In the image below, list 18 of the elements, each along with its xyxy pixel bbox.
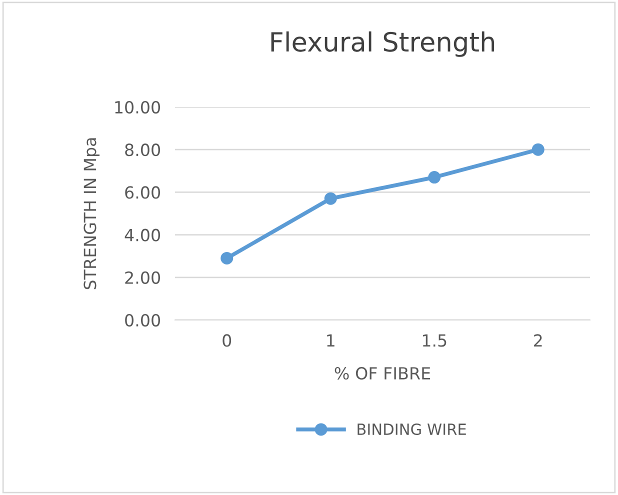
point	[324, 192, 337, 205]
y-tick-label: 8.00	[125, 144, 160, 156]
y-tick-label: 0.00	[125, 314, 160, 327]
x-tick-label: 0	[222, 334, 232, 347]
y-tick-label: 2.00	[125, 271, 160, 284]
x-tick-label: 2	[534, 334, 542, 347]
x-tick-label: 1.5	[422, 334, 446, 347]
point	[220, 252, 234, 264]
y-tick-label: 6.00	[125, 186, 160, 199]
point	[428, 171, 441, 184]
chart-title: Flexural Strength	[271, 31, 494, 57]
y-axis-title: STRENGTH IN Mpa	[84, 138, 100, 290]
x-axis-title: % OF FIBRE	[334, 366, 430, 380]
y-tick-label: 10.00	[115, 100, 160, 114]
point	[532, 143, 544, 156]
y-tick-label: 4.00	[124, 228, 160, 242]
x-tick-label: 1	[327, 334, 334, 347]
legend-label: BINDING WIRE	[358, 423, 466, 436]
